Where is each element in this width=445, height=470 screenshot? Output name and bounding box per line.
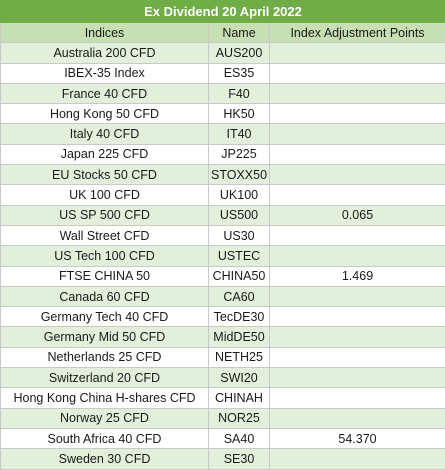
cell-index: US SP 500 CFD (0, 204, 209, 226)
cell-index: Japan 225 CFD (0, 143, 209, 166)
table-row: Switzerland 20 CFD SWI20 (0, 367, 445, 389)
cell-points (268, 62, 445, 84)
table-row: Australia 200 CFD AUS200 (0, 42, 445, 64)
cell-name: ES35 (208, 62, 270, 84)
cell-index: Sweden 30 CFD (0, 448, 209, 470)
table-row: Italy 40 CFD IT40 (0, 123, 445, 145)
cell-points (268, 346, 445, 369)
cell-name: NOR25 (208, 407, 270, 429)
table-row: Sweden 30 CFD SE30 (0, 448, 445, 470)
cell-name: CHINA50 (208, 265, 270, 287)
cell-name: MidDE50 (208, 326, 270, 348)
title-row: Ex Dividend 20 April 2022 (0, 0, 445, 23)
cell-points (268, 143, 445, 166)
column-header-adjustment-points: Index Adjustment Points (268, 21, 445, 44)
table-row: Japan 225 CFD JP225 (0, 143, 445, 166)
cell-points (268, 82, 445, 105)
table-row: Hong Kong China H-shares CFD CHINAH (0, 387, 445, 409)
table-row: UK 100 CFD UK100 (0, 184, 445, 206)
table-row: Germany Tech 40 CFD TecDE30 (0, 306, 445, 328)
cell-name: IT40 (208, 123, 270, 145)
cell-index: Hong Kong China H-shares CFD (0, 387, 209, 409)
cell-index: Canada 60 CFD (0, 285, 209, 308)
cell-index: US Tech 100 CFD (0, 245, 209, 267)
cell-points (268, 387, 445, 409)
cell-index: Hong Kong 50 CFD (0, 103, 209, 125)
cell-points (268, 164, 445, 186)
table-row: Canada 60 CFD CA60 (0, 285, 445, 308)
cell-index: EU Stocks 50 CFD (0, 164, 209, 186)
cell-name: SE30 (208, 448, 270, 470)
cell-index: Australia 200 CFD (0, 42, 209, 64)
cell-name: NETH25 (208, 346, 270, 369)
table-row: US Tech 100 CFD USTEC (0, 245, 445, 267)
cell-points (268, 103, 445, 125)
cell-index: Switzerland 20 CFD (0, 367, 209, 389)
table-row: US SP 500 CFD US500 0.065 (0, 204, 445, 226)
cell-name: CHINAH (208, 387, 270, 409)
cell-points (268, 326, 445, 348)
cell-index: Wall Street CFD (0, 224, 209, 247)
cell-name: STOXX50 (208, 164, 270, 186)
cell-points (268, 245, 445, 267)
cell-points (268, 367, 445, 389)
table-row: FTSE CHINA 50 CHINA50 1.469 (0, 265, 445, 287)
table-row: Netherlands 25 CFD NETH25 (0, 346, 445, 369)
header-row: Indices Name Index Adjustment Points (0, 21, 445, 44)
cell-points (268, 184, 445, 206)
cell-name: HK50 (208, 103, 270, 125)
cell-index: Germany Mid 50 CFD (0, 326, 209, 348)
cell-points (268, 407, 445, 429)
column-header-name: Name (208, 21, 270, 44)
cell-name: US30 (208, 224, 270, 247)
table-row: EU Stocks 50 CFD STOXX50 (0, 164, 445, 186)
cell-name: F40 (208, 82, 270, 105)
table-row: South Africa 40 CFD SA40 54.370 (0, 427, 445, 450)
cell-points (268, 42, 445, 64)
cell-points: 54.370 (268, 427, 445, 450)
cell-index: FTSE CHINA 50 (0, 265, 209, 287)
cell-name: JP225 (208, 143, 270, 166)
table-row: France 40 CFD F40 (0, 82, 445, 105)
cell-index: Norway 25 CFD (0, 407, 209, 429)
cell-points: 1.469 (268, 265, 445, 287)
table-row: Norway 25 CFD NOR25 (0, 407, 445, 429)
table-title: Ex Dividend 20 April 2022 (0, 0, 445, 23)
cell-index: IBEX-35 Index (0, 62, 209, 84)
cell-name: AUS200 (208, 42, 270, 64)
cell-index: Netherlands 25 CFD (0, 346, 209, 369)
cell-index: UK 100 CFD (0, 184, 209, 206)
cell-index: France 40 CFD (0, 82, 209, 105)
cell-points (268, 123, 445, 145)
table-row: Hong Kong 50 CFD HK50 (0, 103, 445, 125)
cell-name: TecDE30 (208, 306, 270, 328)
table-row: Wall Street CFD US30 (0, 224, 445, 247)
cell-name: UK100 (208, 184, 270, 206)
cell-points (268, 285, 445, 308)
cell-index: South Africa 40 CFD (0, 427, 209, 450)
cell-name: USTEC (208, 245, 270, 267)
cell-name: SA40 (208, 427, 270, 450)
cell-name: US500 (208, 204, 270, 226)
table-row: Germany Mid 50 CFD MidDE50 (0, 326, 445, 348)
cell-points: 0.065 (268, 204, 445, 226)
column-header-indices: Indices (0, 21, 209, 44)
cell-name: SWI20 (208, 367, 270, 389)
cell-points (268, 306, 445, 328)
cell-points (268, 448, 445, 470)
cell-index: Germany Tech 40 CFD (0, 306, 209, 328)
table-row: IBEX-35 Index ES35 (0, 62, 445, 84)
cell-name: CA60 (208, 285, 270, 308)
cell-points (268, 224, 445, 247)
cell-index: Italy 40 CFD (0, 123, 209, 145)
